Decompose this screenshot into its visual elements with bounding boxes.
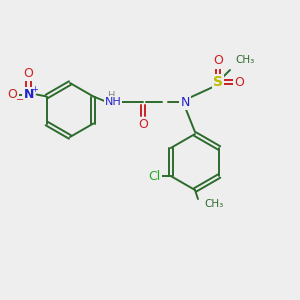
Text: +: + (31, 85, 38, 94)
Text: Cl: Cl (148, 169, 161, 182)
Text: NH: NH (105, 97, 122, 107)
Text: O: O (213, 55, 223, 68)
Text: N: N (180, 95, 190, 109)
Text: S: S (213, 75, 223, 89)
Text: N: N (23, 88, 34, 101)
Text: O: O (138, 118, 148, 130)
Text: H: H (108, 91, 116, 101)
Text: O: O (8, 88, 18, 101)
Text: O: O (234, 76, 244, 88)
Text: −: − (16, 94, 24, 104)
Text: CH₃: CH₃ (235, 55, 254, 65)
Text: O: O (24, 67, 34, 80)
Text: CH₃: CH₃ (204, 199, 223, 209)
